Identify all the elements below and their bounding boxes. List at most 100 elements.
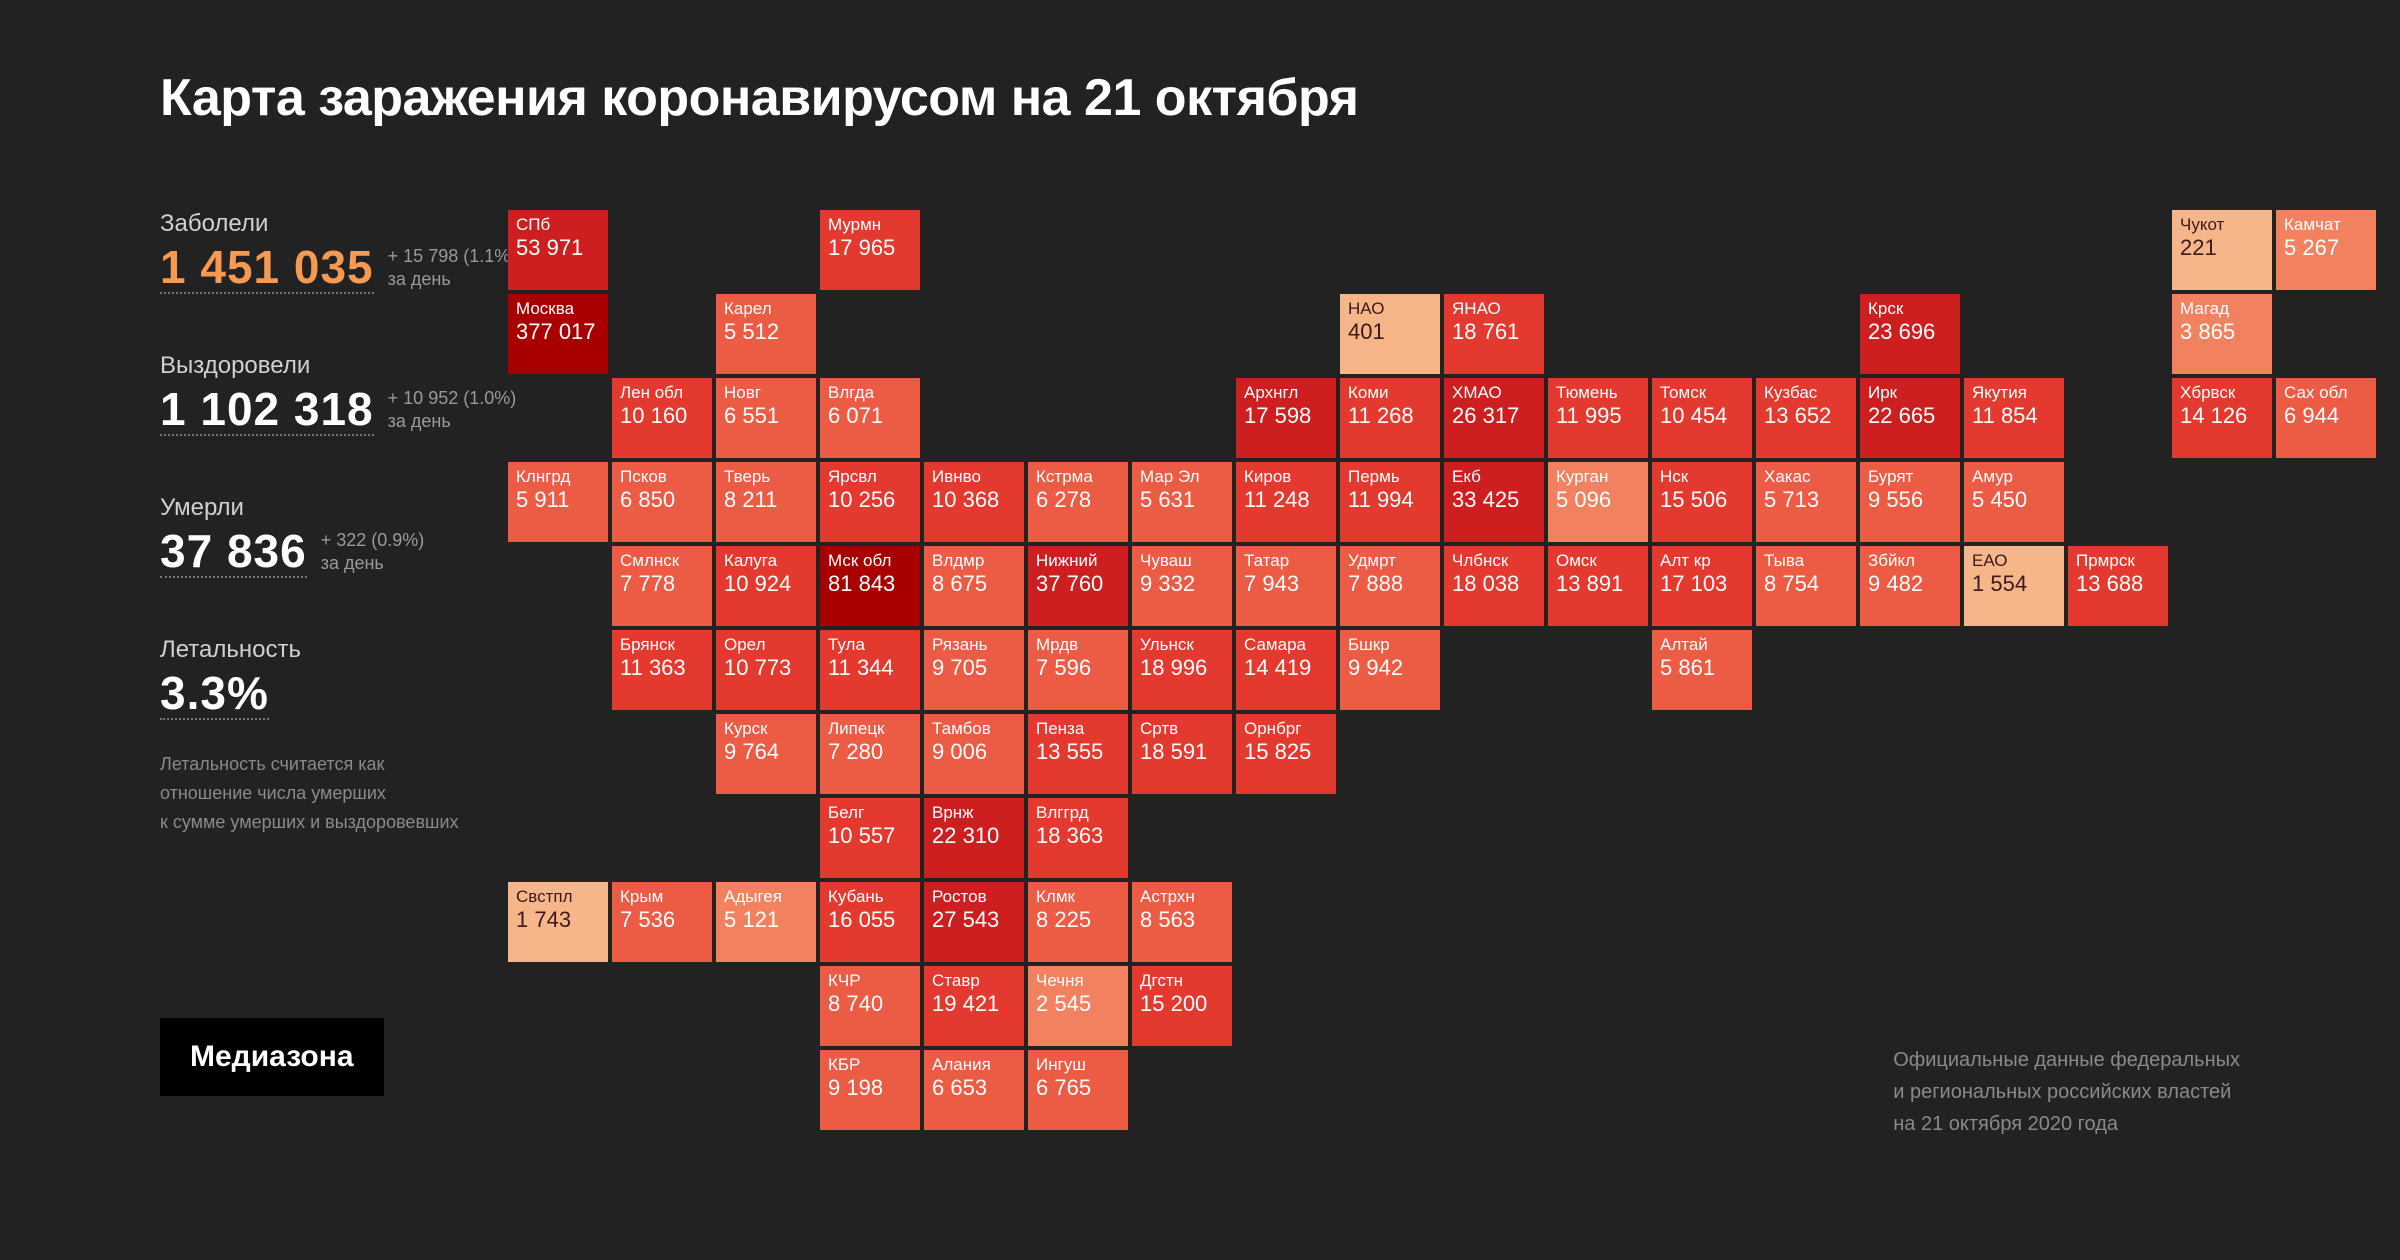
region-cell-name: Бшкр — [1348, 636, 1432, 655]
region-cell-value: 6 071 — [828, 405, 912, 427]
region-cell[interactable]: Бурят9 556 — [1860, 462, 1960, 542]
region-cell[interactable]: Адыгея5 121 — [716, 882, 816, 962]
region-cell[interactable]: Свстпл1 743 — [508, 882, 608, 962]
region-cell[interactable]: Магад3 865 — [2172, 294, 2272, 374]
region-cell[interactable]: Алт кр17 103 — [1652, 546, 1752, 626]
region-cell[interactable]: КЧР8 740 — [820, 966, 920, 1046]
region-cell[interactable]: Тыва8 754 — [1756, 546, 1856, 626]
region-cell[interactable]: Ирк22 665 — [1860, 378, 1960, 458]
stat-infected: Заболели 1 451 035 + 15 798 (1.1%)за ден… — [160, 210, 520, 294]
region-cell[interactable]: Влдмр8 675 — [924, 546, 1024, 626]
region-cell[interactable]: Врнж22 310 — [924, 798, 1024, 878]
region-cell[interactable]: Карел5 512 — [716, 294, 816, 374]
region-cell[interactable]: Смлнск7 778 — [612, 546, 712, 626]
region-cell[interactable]: Калуга10 924 — [716, 546, 816, 626]
region-cell[interactable]: Сах обл6 944 — [2276, 378, 2376, 458]
region-cell[interactable]: Самара14 419 — [1236, 630, 1336, 710]
region-cell[interactable]: Крым7 536 — [612, 882, 712, 962]
region-cell[interactable]: Татар7 943 — [1236, 546, 1336, 626]
region-cell[interactable]: Удмрт7 888 — [1340, 546, 1440, 626]
region-cell[interactable]: Пермь11 994 — [1340, 462, 1440, 542]
region-cell[interactable]: Новг6 551 — [716, 378, 816, 458]
region-cell[interactable]: Сртв18 591 — [1132, 714, 1232, 794]
region-cell[interactable]: СПб53 971 — [508, 210, 608, 290]
region-cell[interactable]: Мрдв7 596 — [1028, 630, 1128, 710]
stat-infected-value: 1 451 035 — [160, 244, 374, 294]
region-cell[interactable]: Томск10 454 — [1652, 378, 1752, 458]
region-cell-value: 15 506 — [1660, 489, 1744, 511]
region-cell[interactable]: Клмк8 225 — [1028, 882, 1128, 962]
region-cell[interactable]: Тамбов9 006 — [924, 714, 1024, 794]
region-cell[interactable]: Рязань9 705 — [924, 630, 1024, 710]
region-cell[interactable]: Орнбрг15 825 — [1236, 714, 1336, 794]
region-cell[interactable]: Екб33 425 — [1444, 462, 1544, 542]
region-cell[interactable]: Кузбас 13 652 — [1756, 378, 1856, 458]
region-cell[interactable]: Прмрск13 688 — [2068, 546, 2168, 626]
region-cell[interactable]: ЕАО1 554 — [1964, 546, 2064, 626]
region-cell[interactable]: Влгда6 071 — [820, 378, 920, 458]
region-cell[interactable]: Нск15 506 — [1652, 462, 1752, 542]
region-cell[interactable]: Ингуш6 765 — [1028, 1050, 1128, 1130]
region-cell[interactable]: Кстрма6 278 — [1028, 462, 1128, 542]
region-cell[interactable]: Хбрвск14 126 — [2172, 378, 2272, 458]
region-cell-value: 5 267 — [2284, 237, 2368, 259]
region-cell[interactable]: Нижний37 760 — [1028, 546, 1128, 626]
region-cell[interactable]: Курган5 096 — [1548, 462, 1648, 542]
region-cell[interactable]: Курск9 764 — [716, 714, 816, 794]
region-cell[interactable]: Влггрд18 363 — [1028, 798, 1128, 878]
region-cell[interactable]: Чуваш9 332 — [1132, 546, 1232, 626]
region-cell[interactable]: Липецк7 280 — [820, 714, 920, 794]
region-cell[interactable]: Киров11 248 — [1236, 462, 1336, 542]
region-cell-name: ЕАО — [1972, 552, 2056, 571]
region-cell[interactable]: Алтай5 861 — [1652, 630, 1752, 710]
region-cell[interactable]: Ростов27 543 — [924, 882, 1024, 962]
region-cell[interactable]: Тюмень11 995 — [1548, 378, 1648, 458]
region-cell-name: Удмрт — [1348, 552, 1432, 571]
region-cell[interactable]: Тула11 344 — [820, 630, 920, 710]
region-cell[interactable]: Псков6 850 — [612, 462, 712, 542]
region-cell[interactable]: Збйкл9 482 — [1860, 546, 1960, 626]
region-cell[interactable]: ХМАО26 317 — [1444, 378, 1544, 458]
region-cell[interactable]: Чукот221 — [2172, 210, 2272, 290]
region-cell[interactable]: Орел10 773 — [716, 630, 816, 710]
region-cell[interactable]: Мск обл81 843 — [820, 546, 920, 626]
region-cell[interactable]: Кубань16 055 — [820, 882, 920, 962]
region-cell[interactable]: Амур5 450 — [1964, 462, 2064, 542]
region-cell[interactable]: Лен обл10 160 — [612, 378, 712, 458]
region-cell[interactable]: Дгстн15 200 — [1132, 966, 1232, 1046]
region-cell[interactable]: НАО401 — [1340, 294, 1440, 374]
region-cell-value: 6 551 — [724, 405, 808, 427]
region-cell[interactable]: Москва377 017 — [508, 294, 608, 374]
region-cell[interactable]: Астрхн8 563 — [1132, 882, 1232, 962]
region-cell-name: Орел — [724, 636, 808, 655]
region-cell[interactable]: Хакас5 713 — [1756, 462, 1856, 542]
region-cell[interactable]: Ивнво10 368 — [924, 462, 1024, 542]
region-cell[interactable]: Бшкр9 942 — [1340, 630, 1440, 710]
region-cell[interactable]: Пенза13 555 — [1028, 714, 1128, 794]
region-cell[interactable]: Белг10 557 — [820, 798, 920, 878]
region-cell[interactable]: Брянск11 363 — [612, 630, 712, 710]
region-cell[interactable]: Омск13 891 — [1548, 546, 1648, 626]
region-cell[interactable]: Коми11 268 — [1340, 378, 1440, 458]
region-cell[interactable]: Чечня2 545 — [1028, 966, 1128, 1046]
region-cell[interactable]: Члбнск18 038 — [1444, 546, 1544, 626]
region-cell[interactable]: Мурмн17 965 — [820, 210, 920, 290]
region-cell[interactable]: Клнгрд5 911 — [508, 462, 608, 542]
region-cell-name: Кузбас — [1764, 384, 1848, 403]
region-cell[interactable]: Ярсвл10 256 — [820, 462, 920, 542]
region-cell-value: 13 652 — [1764, 405, 1848, 427]
region-cell[interactable]: Ульнск18 996 — [1132, 630, 1232, 710]
region-cell[interactable]: Якутия11 854 — [1964, 378, 2064, 458]
region-cell[interactable]: Крск23 696 — [1860, 294, 1960, 374]
region-cell[interactable]: Мар Эл5 631 — [1132, 462, 1232, 542]
region-cell[interactable]: Тверь8 211 — [716, 462, 816, 542]
region-cell[interactable]: Ставр19 421 — [924, 966, 1024, 1046]
region-cell[interactable]: Архнгл17 598 — [1236, 378, 1336, 458]
region-cell[interactable]: КБР9 198 — [820, 1050, 920, 1130]
region-grid-map: СПб53 971Мурмн17 965Чукот221Камчат5 267М… — [508, 210, 2376, 1130]
region-cell-name: НАО — [1348, 300, 1432, 319]
region-cell-name: Чечня — [1036, 972, 1120, 991]
region-cell[interactable]: Камчат5 267 — [2276, 210, 2376, 290]
region-cell[interactable]: Алания6 653 — [924, 1050, 1024, 1130]
region-cell[interactable]: ЯНАО18 761 — [1444, 294, 1544, 374]
